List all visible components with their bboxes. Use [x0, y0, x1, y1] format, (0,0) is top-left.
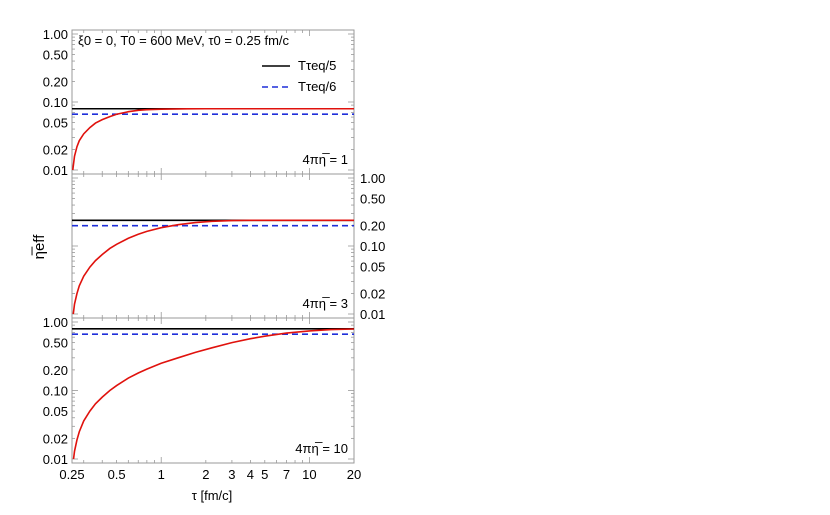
y-tick-label: 0.05: [360, 259, 385, 274]
panel-label: 4πη̅ = 1: [303, 152, 348, 167]
y-tick-label: 0.05: [43, 404, 68, 419]
y-tick-label: 0.20: [43, 75, 68, 90]
y-tick-label: 0.01: [360, 307, 385, 322]
y-tick-label: 0.02: [360, 287, 385, 302]
y-axis-label: η̅eff: [31, 234, 48, 260]
panel-2: 1.00 0.50 0.20 0.10 0.05 0.02 0.01 4πη̅ = 3: [71, 171, 385, 322]
y-tick-label: 0.20: [43, 363, 68, 378]
y-tick-label: 0.02: [43, 143, 68, 158]
legend: Tτeq/5 Tτeq/6: [262, 58, 336, 94]
y-tick-label: 1.00: [360, 171, 385, 186]
x-tick-label: 4: [247, 467, 254, 482]
series-line-red: [71, 107, 354, 171]
panel-label: 4πη̅ = 3: [303, 296, 348, 311]
x-tick-label: 1: [158, 467, 165, 482]
series-line-red: [72, 328, 355, 460]
y-tick-label: 0.10: [43, 384, 68, 399]
x-tick-label: 2: [202, 467, 209, 482]
y-tick-label: 0.20: [360, 219, 385, 234]
annotation-text: ξ0 = 0, T0 = 600 MeV, τ0 = 0.25 fm/c: [78, 33, 290, 48]
panel-1: 1.00 0.50 0.20 0.10 0.05 0.02 0.01 4πη̅ = 1: [43, 27, 355, 178]
y-tick-label: 0.10: [43, 95, 68, 110]
y-tick-label: 0.02: [43, 431, 68, 446]
panel-label: 4πη̅ = 10: [295, 441, 348, 456]
legend-label-1: Tτeq/5: [298, 58, 336, 73]
x-tick-label: 5: [261, 467, 268, 482]
y-tick-label: 0.50: [360, 191, 385, 206]
y-tick-label: 1.00: [43, 27, 68, 42]
y-tick-label: 1.00: [43, 315, 68, 330]
y-tick-label: 0.01: [43, 452, 68, 467]
x-tick-label: 0.25: [59, 467, 84, 482]
y-tick-label: 0.01: [43, 163, 68, 178]
x-tick-label: 10: [302, 467, 316, 482]
x-tick-label: 3: [228, 467, 235, 482]
panel-3: 1.00 0.50 0.20 0.10 0.05 0.02 0.010.25 0.5 1 2 3 4 5…: [43, 315, 362, 482]
y-tick-label: 0.05: [43, 115, 68, 130]
x-tick-label: 0.5: [108, 467, 126, 482]
x-axis-label: τ [fm/c]: [192, 488, 233, 503]
series-line-red: [72, 219, 354, 315]
legend-label-2: Tτeq/6: [298, 79, 336, 94]
x-tick-label: 20: [347, 467, 361, 482]
y-tick-label: 0.50: [43, 47, 68, 62]
y-tick-label: 0.50: [43, 336, 68, 351]
x-tick-label: 7: [283, 467, 290, 482]
y-tick-label: 0.10: [360, 239, 385, 254]
